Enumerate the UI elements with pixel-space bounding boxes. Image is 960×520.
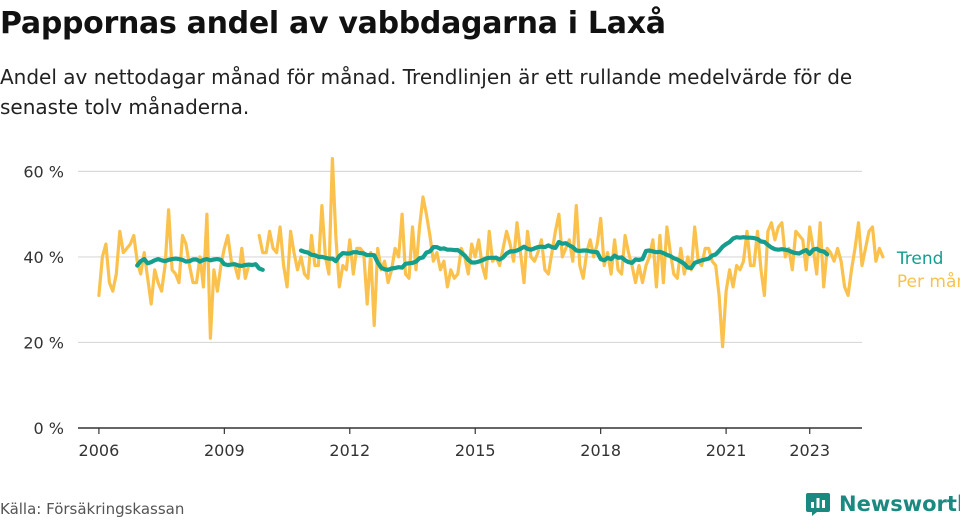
x-tick-label: 2006 bbox=[79, 441, 120, 460]
line-chart: 0 % 20 % 40 % 60 % 2006 2009 2012 2015 2018 2021 2… bbox=[23, 157, 960, 460]
brand-logo: Newsworthy bbox=[805, 489, 960, 519]
y-tick-label: 40 % bbox=[23, 248, 64, 267]
y-tick-label: 20 % bbox=[23, 333, 64, 352]
series-label-trend: Trend bbox=[896, 249, 944, 269]
x-tick-label: 2009 bbox=[204, 441, 245, 460]
y-tick-label: 0 % bbox=[34, 419, 64, 438]
brand-name: Newsworthy bbox=[839, 492, 960, 516]
chart-title: Pappornas andel av vabbdagarna i Laxå bbox=[0, 6, 666, 41]
series-label-monthly: Per månad bbox=[897, 271, 960, 292]
x-tick-label: 2023 bbox=[789, 441, 830, 460]
x-tick-label: 2021 bbox=[706, 441, 747, 460]
x-tick-label: 2015 bbox=[455, 441, 496, 460]
trend-line bbox=[135, 256, 265, 272]
monthly-line bbox=[97, 208, 251, 340]
x-tick-label: 2012 bbox=[329, 441, 370, 460]
trend-line bbox=[298, 235, 830, 272]
chart-subtitle: Andel av nettodagar månad för månad. Tre… bbox=[0, 65, 853, 119]
y-tick-label: 60 % bbox=[23, 162, 64, 181]
source-credit: Källa: Försäkringskassan bbox=[0, 500, 185, 518]
bar-chart-speech-bubble-icon bbox=[806, 493, 830, 516]
x-tick-label: 2018 bbox=[580, 441, 621, 460]
